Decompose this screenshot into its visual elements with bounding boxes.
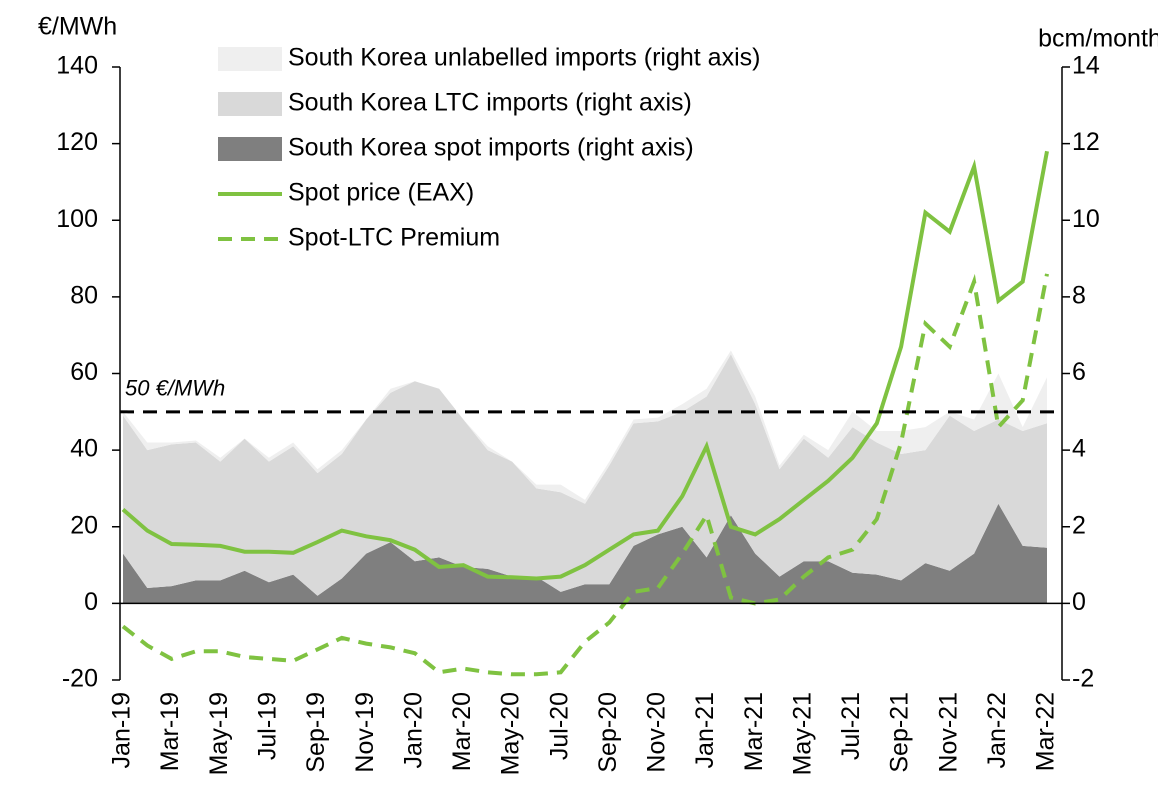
y-tick-label: -20	[62, 665, 98, 693]
legend-label: Spot price (EAX)	[288, 179, 474, 207]
y-axis-label: €/MWh	[38, 13, 117, 41]
y-tick-label: 140	[56, 52, 98, 80]
y2-axis-label: bcm/month	[1038, 25, 1158, 53]
area	[123, 354, 1047, 596]
y2-tick-label: 6	[1072, 358, 1086, 386]
line	[121, 150, 1049, 581]
y-tick-label: 20	[70, 511, 98, 539]
y-tick-label: 80	[70, 281, 98, 309]
x-tick-label: Jan-19	[108, 692, 136, 768]
line	[121, 273, 1049, 677]
x-tick-label: Jul-19	[254, 692, 282, 760]
x-tick-label: Mar-21	[740, 692, 768, 771]
x-tick-label: May-20	[497, 692, 525, 775]
x-tick-label: Nov-20	[643, 692, 671, 773]
x-tick-label: Jul-21	[837, 692, 865, 760]
y-tick-label: 100	[56, 205, 98, 233]
y2-tick-label: 10	[1072, 205, 1100, 233]
reference-label: 50 €/MWh	[125, 376, 225, 401]
x-tick-label: May-19	[205, 692, 233, 775]
lines	[121, 150, 1049, 677]
y-tick-label: 40	[70, 435, 98, 463]
x-tick-label: Jan-20	[399, 692, 427, 768]
x-tick-label: Jul-20	[545, 692, 573, 760]
x-tick-label: Sep-21	[886, 692, 914, 773]
legend-swatch	[218, 92, 282, 116]
y-tick-label: 120	[56, 128, 98, 156]
legend-swatch	[218, 47, 282, 71]
x-tick-label: Mar-19	[156, 692, 184, 771]
y2-tick-label: 0	[1072, 588, 1086, 616]
y2-tick-label: -2	[1072, 665, 1094, 693]
y-tick-label: 0	[84, 588, 98, 616]
x-tick-label: Jan-21	[691, 692, 719, 768]
x-tick-label: Mar-20	[448, 692, 476, 771]
x-tick-label: Jan-22	[983, 692, 1011, 768]
area	[123, 503, 1047, 604]
x-tick-label: Nov-21	[934, 692, 962, 773]
legend-label: South Korea unlabelled imports (right ax…	[288, 44, 760, 72]
legend-label: South Korea LTC imports (right axis)	[288, 89, 692, 117]
legend-swatch	[218, 137, 282, 161]
x-tick-label: Nov-19	[351, 692, 379, 773]
y-tick-label: 60	[70, 358, 98, 386]
y2-tick-label: 4	[1072, 435, 1086, 463]
x-tick-label: May-21	[788, 692, 816, 775]
y2-tick-label: 14	[1072, 52, 1100, 80]
area	[123, 350, 1047, 504]
legend-label: Spot-LTC Premium	[288, 224, 500, 252]
x-tick-label: Sep-20	[594, 692, 622, 773]
x-tick-label: Mar-22	[1032, 692, 1060, 771]
y2-tick-label: 8	[1072, 281, 1086, 309]
legend-label: South Korea spot imports (right axis)	[288, 134, 694, 162]
x-tick-label: Sep-19	[302, 692, 330, 773]
y2-tick-label: 12	[1072, 128, 1100, 156]
y2-tick-label: 2	[1072, 511, 1086, 539]
